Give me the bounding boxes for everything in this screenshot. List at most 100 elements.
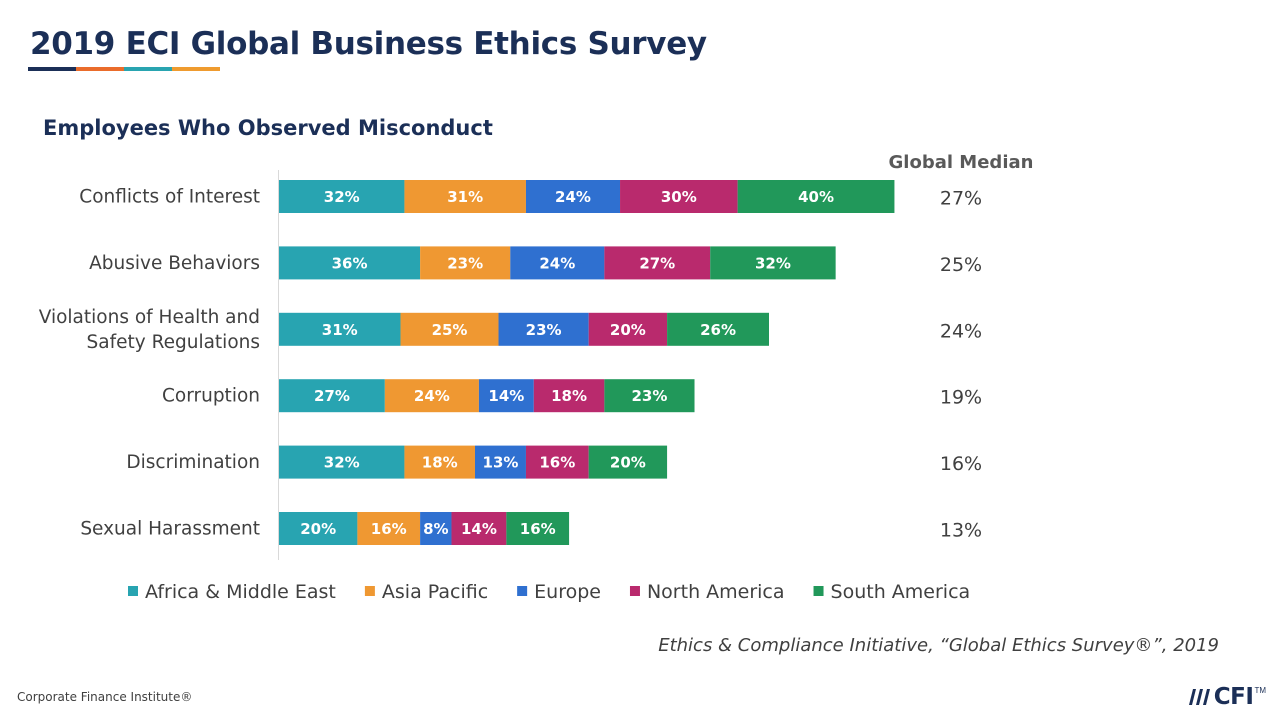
bar-segment	[510, 246, 605, 280]
data-label: 24%	[539, 254, 575, 272]
category-label: Abusive Behaviors	[89, 253, 260, 274]
category-label-line: Sexual Harassment	[80, 519, 260, 540]
data-label: 31%	[447, 188, 483, 206]
bar-segment	[667, 312, 769, 346]
data-label: 23%	[526, 321, 562, 339]
legend-label: North America	[647, 581, 785, 603]
category-label: Sexual Harassment	[80, 519, 260, 540]
data-label: 16%	[539, 454, 575, 472]
title-underline-seg-3	[124, 67, 172, 71]
cfi-logo-tm: TM	[1254, 686, 1266, 695]
legend-swatch	[517, 586, 528, 596]
data-label: 25%	[432, 321, 468, 339]
bar-segment	[400, 312, 499, 346]
data-label: 26%	[700, 321, 736, 339]
global-median-value: 27%	[940, 188, 982, 210]
bar-segment	[279, 312, 401, 346]
data-label: 16%	[371, 520, 407, 538]
bar-segment	[279, 445, 405, 479]
bar-segment	[420, 246, 511, 280]
data-label: 23%	[631, 387, 667, 405]
data-label: 20%	[300, 520, 336, 538]
source-citation: Ethics & Compliance Initiative, “Global …	[658, 635, 1219, 656]
data-label: 18%	[422, 454, 458, 472]
global-median-value: 16%	[940, 453, 982, 475]
bar-segment	[478, 379, 534, 413]
bar-segment	[604, 379, 695, 413]
title-underline	[28, 67, 220, 71]
bar-segment	[710, 246, 836, 280]
bar-segment	[475, 445, 526, 479]
global-median-value: 13%	[940, 520, 982, 542]
data-label: 20%	[610, 454, 646, 472]
bar-segment	[451, 512, 507, 545]
data-label: 27%	[314, 387, 350, 405]
bar-segment	[384, 379, 479, 413]
data-label: 23%	[447, 254, 483, 272]
data-label: 18%	[551, 387, 587, 405]
cfi-logo: CFI TM	[1188, 684, 1266, 710]
bar-segment	[279, 512, 358, 545]
bar-segment	[506, 512, 570, 545]
category-label-line: Violations of Health and	[39, 307, 260, 328]
data-label: 31%	[322, 321, 358, 339]
bar-segment	[279, 379, 385, 413]
data-label: 8%	[423, 520, 448, 538]
global-median-value: 24%	[940, 320, 982, 342]
data-label: 32%	[324, 188, 360, 206]
title-underline-seg-4	[172, 67, 220, 71]
bar-segment	[737, 180, 895, 213]
global-median-value: 19%	[940, 387, 982, 409]
data-label: 24%	[555, 188, 591, 206]
category-label-line: Conflicts of Interest	[79, 187, 260, 208]
data-label: 32%	[324, 454, 360, 472]
bar-segment	[525, 180, 621, 213]
bar-segment	[404, 445, 475, 479]
footer-company: Corporate Finance Institute®	[17, 690, 193, 704]
data-label: 20%	[610, 321, 646, 339]
category-label: Discrimination	[126, 452, 260, 473]
page-title: 2019 ECI Global Business Ethics Survey	[30, 26, 707, 62]
data-label: 14%	[488, 387, 524, 405]
bar-segment	[279, 180, 405, 213]
legend-label: Europe	[534, 581, 601, 603]
bar-segment	[420, 512, 452, 545]
bar-segment	[588, 312, 668, 346]
bar-segment	[604, 246, 711, 280]
category-label-line: Discrimination	[126, 452, 260, 473]
category-label: Violations of Health and Safety Regulatio…	[39, 307, 260, 353]
data-label: 27%	[639, 254, 675, 272]
category-label-line: Safety Regulations	[87, 332, 260, 353]
chart-title: Employees Who Observed Misconduct	[43, 116, 493, 140]
data-label: 36%	[332, 254, 368, 272]
title-underline-seg-1	[28, 67, 76, 71]
legend-swatch	[813, 586, 824, 596]
bar-segment	[533, 379, 605, 413]
data-label: 30%	[661, 188, 697, 206]
bar-segment	[588, 445, 668, 479]
data-label: 16%	[520, 520, 556, 538]
data-label: 13%	[483, 454, 519, 472]
global-median-value: 25%	[940, 254, 982, 276]
data-label: 24%	[414, 387, 450, 405]
legend-swatch	[128, 586, 138, 596]
data-label: 14%	[461, 520, 497, 538]
bar-segment	[498, 312, 589, 346]
category-label-line: Corruption	[162, 386, 260, 407]
data-label: 40%	[798, 188, 834, 206]
bar-segment	[620, 180, 738, 213]
legend-swatch	[629, 586, 640, 596]
category-label: Corruption	[162, 386, 260, 407]
bar-segment	[357, 512, 421, 545]
bar-segment	[525, 445, 589, 479]
legend-swatch	[364, 586, 375, 596]
legend-label: Asia Pacific	[382, 581, 488, 603]
data-label: 32%	[755, 254, 791, 272]
legend-label: South America	[831, 581, 971, 603]
cfi-logo-text: CFI	[1213, 684, 1254, 710]
global-median-header: Global Median	[889, 152, 1034, 173]
legend-label: Africa & Middle East	[145, 581, 336, 603]
bar-segment	[279, 246, 421, 280]
category-label-line: Abusive Behaviors	[89, 253, 260, 274]
